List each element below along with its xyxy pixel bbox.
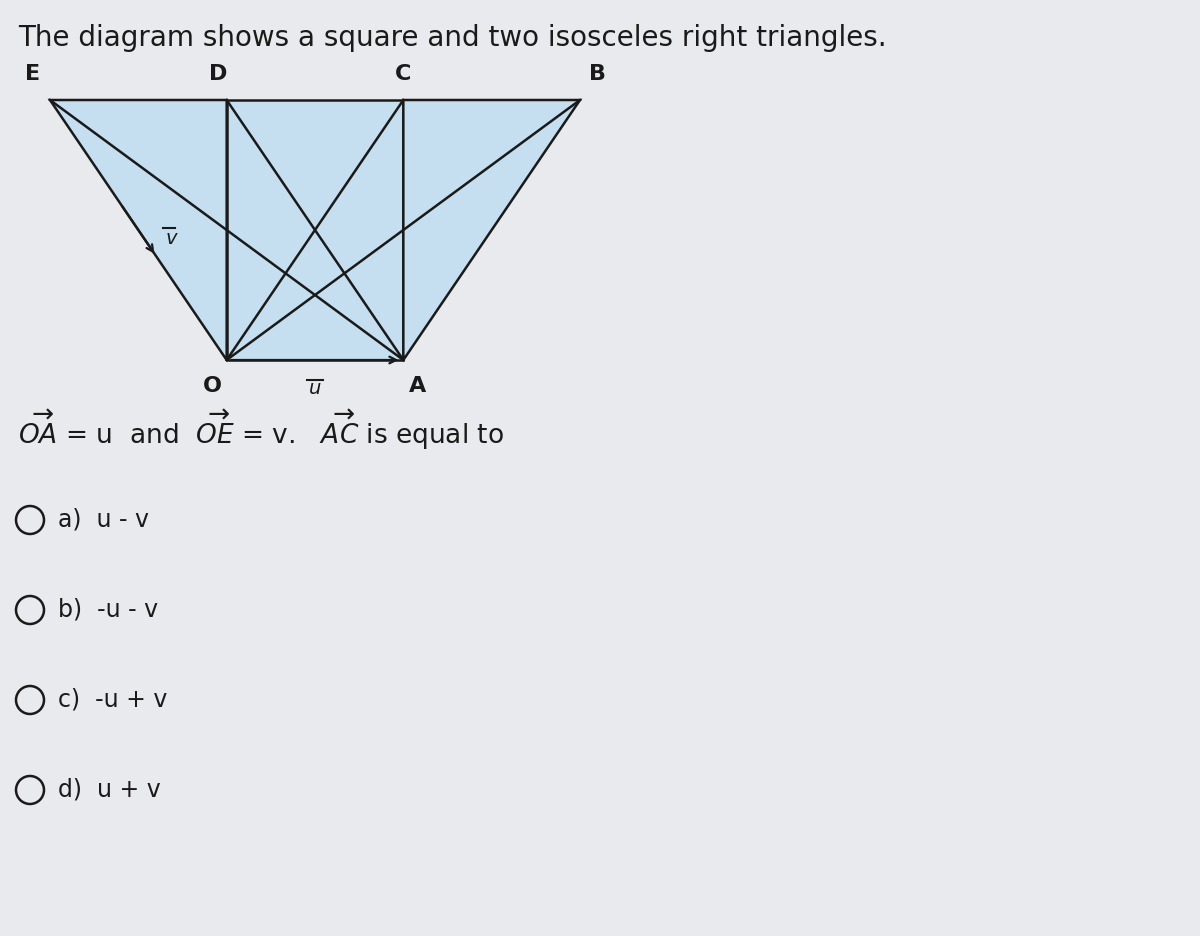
- Text: $\overrightarrow{OA}$ = u  and  $\overrightarrow{OE}$ = v.   $\overrightarrow{AC: $\overrightarrow{OA}$ = u and $\overrigh…: [18, 408, 504, 452]
- Text: u: u: [308, 378, 322, 398]
- Polygon shape: [403, 100, 580, 360]
- Text: C: C: [395, 64, 412, 84]
- Polygon shape: [227, 100, 403, 360]
- Text: v: v: [166, 228, 176, 247]
- Text: O: O: [203, 376, 222, 396]
- Text: d)  u + v: d) u + v: [58, 778, 161, 802]
- Text: E: E: [25, 64, 40, 84]
- Text: The diagram shows a square and two isosceles right triangles.: The diagram shows a square and two isosc…: [18, 24, 887, 52]
- Text: B: B: [589, 64, 606, 84]
- Polygon shape: [50, 100, 227, 360]
- Text: c)  -u + v: c) -u + v: [58, 688, 167, 712]
- Text: A: A: [409, 376, 426, 396]
- Text: a)  u - v: a) u - v: [58, 508, 149, 532]
- Text: D: D: [209, 64, 227, 84]
- Text: b)  -u - v: b) -u - v: [58, 598, 158, 622]
